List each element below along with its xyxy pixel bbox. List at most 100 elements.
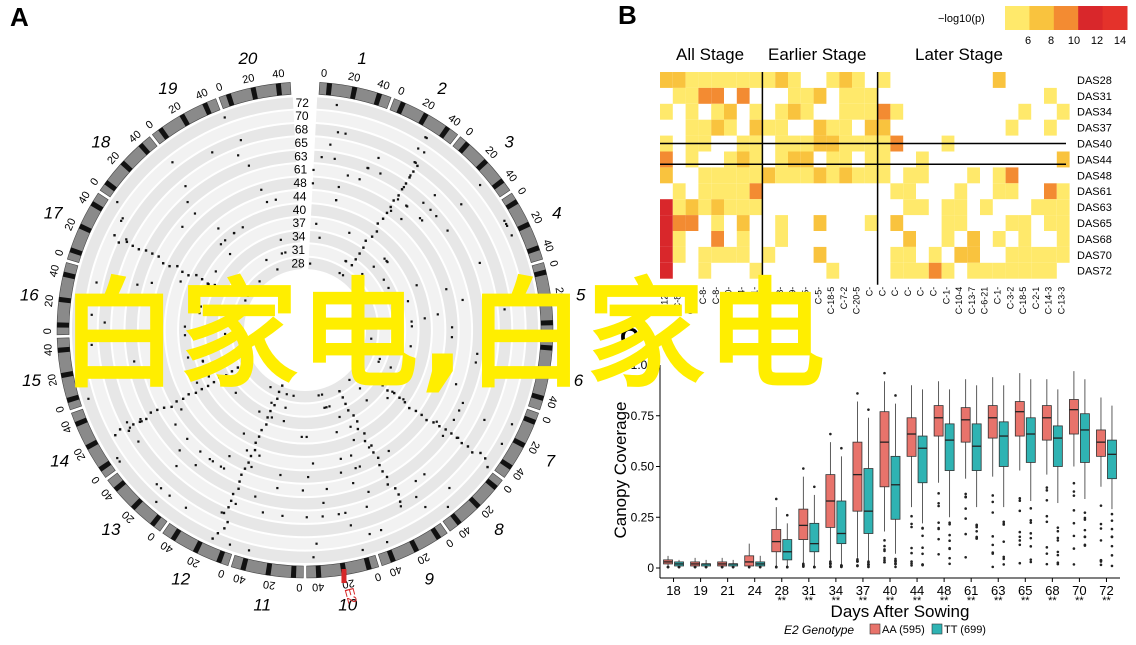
association-mark xyxy=(418,217,422,220)
association-mark xyxy=(329,143,332,146)
association-mark xyxy=(337,185,340,189)
association-mark xyxy=(341,274,345,277)
box xyxy=(998,421,1009,467)
box xyxy=(782,539,793,561)
association-mark xyxy=(386,396,389,400)
outlier-point xyxy=(856,560,859,563)
chromosome-dark-band xyxy=(113,480,127,492)
heatmap-cell xyxy=(660,215,673,231)
heatmap-cell xyxy=(1056,199,1070,216)
x-tick-label: 70 xyxy=(1072,583,1086,598)
outlier-point xyxy=(1045,520,1049,524)
association-mark xyxy=(410,320,413,323)
chromosome-tick-label: 0 xyxy=(53,248,66,257)
chromosome-dark-band xyxy=(240,557,249,571)
outlier-point xyxy=(964,507,967,510)
association-mark xyxy=(136,283,139,286)
heatmap-cell xyxy=(826,151,840,168)
outlier-point xyxy=(883,544,886,548)
association-mark xyxy=(350,264,354,267)
association-mark xyxy=(321,515,324,518)
heatmap-cell xyxy=(724,119,737,136)
association-mark xyxy=(131,244,134,248)
heatmap-cell xyxy=(916,167,929,184)
association-mark xyxy=(367,446,371,449)
association-mark xyxy=(76,324,79,328)
association-mark xyxy=(223,116,226,119)
association-mark xyxy=(383,325,387,328)
association-mark xyxy=(132,423,135,426)
heatmap-cell xyxy=(967,231,980,247)
association-mark xyxy=(452,418,455,421)
ring-label: 63 xyxy=(294,149,308,163)
heatmap-column-label: C-8- xyxy=(711,287,721,305)
association-mark xyxy=(223,527,226,530)
outlier-point xyxy=(1018,535,1022,539)
association-mark xyxy=(460,441,463,445)
heatmap-cell xyxy=(903,199,916,216)
association-mark xyxy=(344,511,347,514)
outlier-point xyxy=(948,521,951,524)
heatmap-row-label: DAS70 xyxy=(1077,250,1112,262)
association-mark xyxy=(367,490,370,493)
outlier-point xyxy=(1072,509,1076,512)
outlier-point xyxy=(937,526,940,530)
heatmap-cell xyxy=(839,72,852,88)
association-mark xyxy=(125,240,129,244)
heatmap-column-label: C- xyxy=(903,287,913,297)
association-mark xyxy=(226,520,229,524)
chromosome-dark-band xyxy=(325,82,333,96)
outlier-point xyxy=(883,560,886,564)
association-mark xyxy=(265,423,268,426)
heatmap-cell xyxy=(749,151,763,168)
chromosome-tick-label: 20 xyxy=(553,286,567,300)
heatmap-cell xyxy=(775,231,788,247)
heatmap-cell xyxy=(762,119,776,136)
heatmap-column-label: C-18-5 xyxy=(826,287,836,315)
association-mark xyxy=(365,399,368,402)
association-mark xyxy=(361,548,364,552)
chromosome-dark-band xyxy=(74,417,88,427)
chromosome-dark-band xyxy=(418,112,429,126)
association-mark xyxy=(397,194,400,197)
heatmap-column-label: C-9- xyxy=(788,287,798,305)
outlier-point xyxy=(1072,534,1076,538)
chromosome-tick-label: 20 xyxy=(262,578,276,592)
heatmap-cell xyxy=(826,167,840,184)
box xyxy=(836,500,847,545)
chromosome-dark-band xyxy=(526,245,540,254)
heatmap-cell xyxy=(698,87,712,104)
association-mark xyxy=(155,500,158,504)
chromosome-tick-label: 20 xyxy=(552,365,566,379)
association-mark xyxy=(309,262,312,265)
association-mark xyxy=(279,238,282,241)
association-mark xyxy=(260,428,263,432)
ring-label: 28 xyxy=(291,256,305,270)
chromosome-name: 16 xyxy=(20,285,39,304)
chromosome-tick-label: 20 xyxy=(528,210,544,226)
association-mark xyxy=(386,540,389,544)
association-mark xyxy=(397,319,400,323)
chromosome-tick-label: 20 xyxy=(105,150,122,167)
significance-label: ** xyxy=(805,595,814,607)
heatmap-cell xyxy=(941,231,955,247)
chromosome-tick-label: 40 xyxy=(544,394,559,409)
association-mark xyxy=(274,198,277,201)
association-mark xyxy=(441,434,445,437)
chromosome-name: 14 xyxy=(50,452,69,471)
heatmap-cell xyxy=(903,183,916,200)
association-mark xyxy=(159,487,163,490)
association-mark xyxy=(265,258,268,262)
association-mark xyxy=(363,432,366,435)
chromosome-dark-band xyxy=(396,101,406,115)
chromosome-tick-label: 0 xyxy=(217,566,227,579)
association-mark xyxy=(370,337,373,340)
association-mark xyxy=(281,384,284,387)
box xyxy=(944,423,955,471)
heatmap-cell xyxy=(941,215,955,231)
association-mark xyxy=(168,494,171,497)
chromosome-tick-label: 0 xyxy=(54,404,67,414)
outlier-point xyxy=(1099,563,1103,567)
chromosome-dark-band xyxy=(98,460,112,472)
significance-label: ** xyxy=(1048,595,1057,607)
